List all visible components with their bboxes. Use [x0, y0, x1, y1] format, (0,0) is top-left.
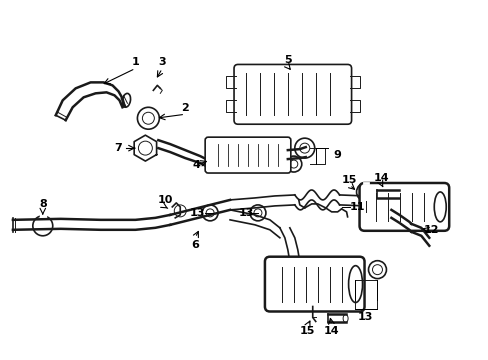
- FancyBboxPatch shape: [234, 64, 351, 124]
- Text: 1: 1: [131, 58, 139, 67]
- Text: 6: 6: [191, 240, 199, 250]
- Text: 8: 8: [39, 199, 46, 209]
- Text: 13: 13: [238, 208, 253, 218]
- Text: 2: 2: [181, 103, 189, 113]
- FancyBboxPatch shape: [264, 257, 364, 311]
- Text: 14: 14: [373, 173, 388, 183]
- Text: 5: 5: [284, 55, 291, 66]
- Text: 11: 11: [349, 202, 365, 212]
- Polygon shape: [134, 135, 156, 161]
- Text: 4: 4: [192, 160, 200, 170]
- Text: 7: 7: [114, 143, 122, 153]
- Text: 12: 12: [423, 225, 438, 235]
- Text: 10: 10: [157, 195, 173, 205]
- Text: 3: 3: [158, 58, 166, 67]
- Text: 13: 13: [189, 208, 204, 218]
- Text: 9: 9: [333, 150, 341, 160]
- Text: 13: 13: [357, 312, 372, 323]
- Text: 15: 15: [300, 327, 315, 336]
- Text: 14: 14: [323, 327, 339, 336]
- Text: 15: 15: [341, 175, 357, 185]
- FancyBboxPatch shape: [205, 137, 290, 173]
- FancyBboxPatch shape: [359, 183, 448, 231]
